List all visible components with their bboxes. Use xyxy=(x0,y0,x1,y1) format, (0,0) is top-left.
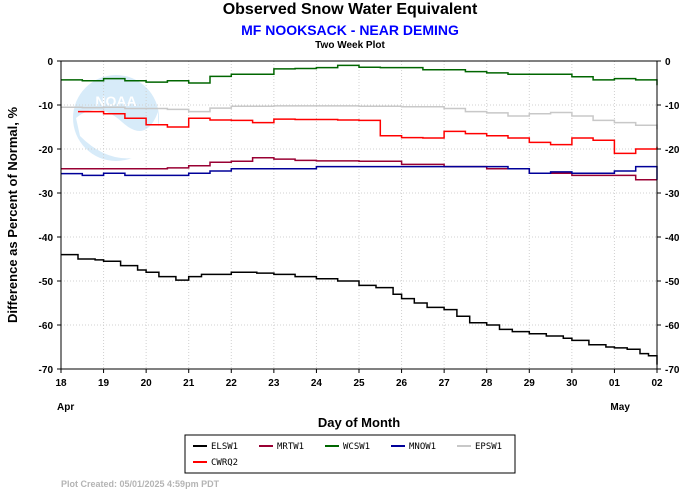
y-tick-label: -30 xyxy=(39,189,54,200)
x-tick-label: 24 xyxy=(311,378,323,389)
axis-ticks: 0 0 -10 -10 -20 -20 -30 -30 -40 -40 -50 -50 -60 -60 -7… xyxy=(39,57,680,413)
y-tick-label: -50 xyxy=(39,277,54,288)
y-tick-label-right: -40 xyxy=(665,233,680,244)
y-tick-label-right: 0 xyxy=(665,57,671,68)
y-tick-label: -20 xyxy=(39,145,54,156)
series-line-wcsw1 xyxy=(61,64,658,86)
series-line-mrtw1 xyxy=(61,157,657,181)
x-tick-label: 20 xyxy=(141,378,153,389)
y-tick-label-right: -70 xyxy=(665,365,680,376)
y-tick-label: -60 xyxy=(39,321,54,332)
x-tick-label: 29 xyxy=(524,378,536,389)
svg-text:NOAA: NOAA xyxy=(95,93,136,109)
series-line-elsw1 xyxy=(61,253,658,365)
legend-label: ELSW1 xyxy=(211,442,238,452)
legend-label: WCSW1 xyxy=(343,442,370,452)
x-axis-label: Day of Month xyxy=(318,415,400,430)
y-tick-label: 0 xyxy=(47,57,53,68)
y-tick-label-right: -60 xyxy=(665,321,680,332)
x-tick-label: 25 xyxy=(353,378,365,389)
plot-type-label: Two Week Plot xyxy=(315,40,385,51)
legend-box xyxy=(184,434,516,474)
series-line-epsw1 xyxy=(61,105,658,130)
legend: ELSW1 MRTW1 WCSW1 MNOW1 EPSW1 CWRQ2 xyxy=(184,434,516,474)
series-lines xyxy=(61,64,658,365)
x-tick-label: 27 xyxy=(439,378,451,389)
x-tick-label: 01 xyxy=(609,378,621,389)
x-tick-label: 18 xyxy=(55,378,67,389)
x-tick-label: 22 xyxy=(226,378,238,389)
x-tick-label: 26 xyxy=(396,378,408,389)
x-tick-label: 21 xyxy=(183,378,195,389)
legend-label: CWRQ2 xyxy=(211,458,238,468)
x-tick-label: 23 xyxy=(268,378,280,389)
y-tick-label-right: -20 xyxy=(665,145,680,156)
station-subtitle: MF NOOKSACK - NEAR DEMING xyxy=(241,22,459,38)
month-label: May xyxy=(610,402,630,413)
plot-created-timestamp: Plot Created: 05/01/2025 4:59pm PDT xyxy=(61,479,220,489)
legend-label: MNOW1 xyxy=(409,442,436,452)
x-tick-label: 28 xyxy=(481,378,493,389)
x-tick-label: 02 xyxy=(651,378,663,389)
y-tick-label: -10 xyxy=(39,101,54,112)
series-line-cwrq2 xyxy=(78,110,658,155)
chart-title: Observed Snow Water Equivalent xyxy=(222,1,478,18)
x-tick-label: 30 xyxy=(566,378,578,389)
x-tick-label: 19 xyxy=(98,378,110,389)
month-label: Apr xyxy=(57,402,74,413)
y-tick-label: -70 xyxy=(39,365,54,376)
noaa-logo-icon: NOAA xyxy=(73,75,159,161)
legend-label: MRTW1 xyxy=(277,442,304,452)
y-axis-label: Difference as Percent of Normal, % xyxy=(5,107,20,323)
y-tick-label: -40 xyxy=(39,233,54,244)
y-tick-label-right: -30 xyxy=(665,189,680,200)
legend-label: EPSW1 xyxy=(475,442,502,452)
y-tick-label-right: -50 xyxy=(665,277,680,288)
series-line-mnow1 xyxy=(61,165,658,180)
y-tick-label-right: -10 xyxy=(665,101,680,112)
